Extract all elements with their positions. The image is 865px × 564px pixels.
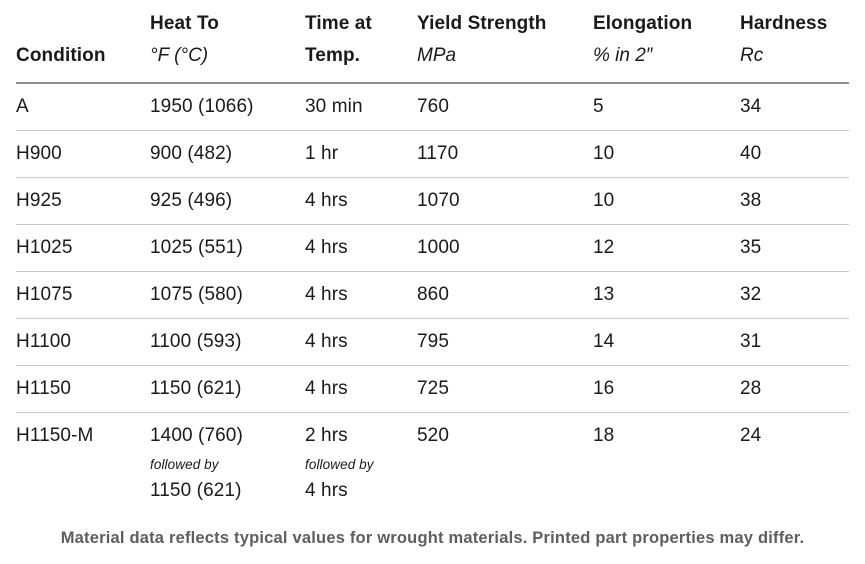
material-data-footnote: Material data reflects typical values fo… — [60, 529, 805, 547]
cell-hardness: 31 — [740, 318, 849, 366]
time-step-2: 4 hrs — [305, 480, 348, 501]
followed-by-note: followed by — [305, 457, 374, 472]
col-header-time-at-temp: Time at Temp. — [305, 0, 417, 84]
cell-elongation: 18 — [593, 425, 615, 446]
cell-yield: 760 — [417, 83, 593, 131]
cell-heat-to: 1950 (1066) — [150, 83, 305, 131]
heat-step-2: 1150 (621) — [150, 480, 242, 501]
col-header-hardness: Hardness Rc — [740, 0, 849, 84]
cell-condition: H925 — [16, 177, 150, 225]
datasheet-page: Condition Heat To °F (°C) Time at Temp. … — [16, 0, 849, 547]
cell-elongation: 10 — [593, 177, 740, 225]
table-row-a: A 1950 (1066) 30 min 760 5 34 — [16, 83, 849, 131]
cell-time: 4 hrs — [305, 365, 417, 413]
cell-yield: 1000 — [417, 224, 593, 272]
cell-hardness: 32 — [740, 271, 849, 319]
table-row-h1075: H1075 1075 (580) 4 hrs 860 13 32 — [16, 271, 849, 319]
col-label: Time at Temp. — [305, 13, 372, 66]
col-label: Heat To — [150, 13, 219, 34]
cell-time: 4 hrs — [305, 177, 417, 225]
cell-yield: 860 — [417, 271, 593, 319]
cell-time: 1 hr — [305, 130, 417, 178]
cell-yield: 1070 — [417, 177, 593, 225]
table-row-h1150: H1150 1150 (621) 4 hrs 725 16 28 — [16, 365, 849, 413]
cell-elongation: 5 — [593, 83, 740, 131]
cell-heat-to: 1100 (593) — [150, 318, 305, 366]
col-unit: Rc — [740, 45, 764, 66]
cell-time: 2 hrs followed by 4 hrs — [305, 413, 417, 515]
cell-time: 30 min — [305, 83, 417, 131]
cell-heat-to: 1400 (760) followed by 1150 (621) — [150, 413, 305, 515]
cell-condition: H1025 — [16, 224, 150, 272]
col-header-heat-to: Heat To °F (°C) — [150, 0, 305, 84]
cell-elongation: 14 — [593, 318, 740, 366]
cell-heat-to: 1025 (551) — [150, 224, 305, 272]
col-unit: MPa — [417, 45, 457, 66]
cell-elongation: 10 — [593, 130, 740, 178]
cell-heat-to: 1150 (621) — [150, 365, 305, 413]
header-row: Condition Heat To °F (°C) Time at Temp. … — [16, 0, 849, 84]
cell-condition: H1150 — [16, 365, 150, 413]
table-row-h1150-m: H1150-M 1400 (760) followed by 1150 (621… — [16, 413, 849, 515]
cell-condition: H900 — [16, 130, 150, 178]
cell-hardness: 38 — [740, 177, 849, 225]
cell-condition: H1100 — [16, 318, 150, 366]
table-row-h1025: H1025 1025 (551) 4 hrs 1000 12 35 — [16, 224, 849, 272]
col-unit: % in 2″ — [593, 45, 653, 66]
col-label: Condition — [16, 45, 106, 66]
cell-hardness: 35 — [740, 224, 849, 272]
col-label: Yield Strength — [417, 13, 547, 34]
cell-condition: H1150-M — [16, 425, 94, 446]
col-header-yield-strength: Yield Strength MPa — [417, 0, 593, 84]
followed-by-note: followed by — [150, 457, 219, 472]
cell-hardness: 40 — [740, 130, 849, 178]
cell-yield: 725 — [417, 365, 593, 413]
col-header-condition: Condition — [16, 0, 150, 84]
cell-time: 4 hrs — [305, 224, 417, 272]
cell-elongation: 16 — [593, 365, 740, 413]
cell-condition: H1075 — [16, 271, 150, 319]
col-label: Hardness — [740, 13, 828, 34]
table-row-h1100: H1100 1100 (593) 4 hrs 795 14 31 — [16, 318, 849, 366]
time-step-1: 2 hrs — [305, 425, 348, 446]
cell-elongation: 13 — [593, 271, 740, 319]
cell-hardness: 34 — [740, 83, 849, 131]
cell-heat-to: 925 (496) — [150, 177, 305, 225]
cell-heat-to: 900 (482) — [150, 130, 305, 178]
cell-time: 4 hrs — [305, 271, 417, 319]
cell-hardness: 28 — [740, 365, 849, 413]
cell-elongation: 12 — [593, 224, 740, 272]
table-row-h925: H925 925 (496) 4 hrs 1070 10 38 — [16, 177, 849, 225]
table-row-h900: H900 900 (482) 1 hr 1170 10 40 — [16, 130, 849, 178]
cell-hardness: 24 — [740, 425, 762, 446]
cell-yield: 795 — [417, 318, 593, 366]
cell-yield: 1170 — [417, 130, 593, 178]
cell-condition: A — [16, 83, 150, 131]
col-unit: °F (°C) — [150, 45, 209, 66]
col-label: Elongation — [593, 13, 693, 34]
cell-time: 4 hrs — [305, 318, 417, 366]
cell-heat-to: 1075 (580) — [150, 271, 305, 319]
cell-yield: 520 — [417, 425, 450, 446]
heat-step-1: 1400 (760) — [150, 425, 243, 446]
heat-treatment-table: Condition Heat To °F (°C) Time at Temp. … — [16, 0, 849, 514]
col-header-elongation: Elongation % in 2″ — [593, 0, 740, 84]
